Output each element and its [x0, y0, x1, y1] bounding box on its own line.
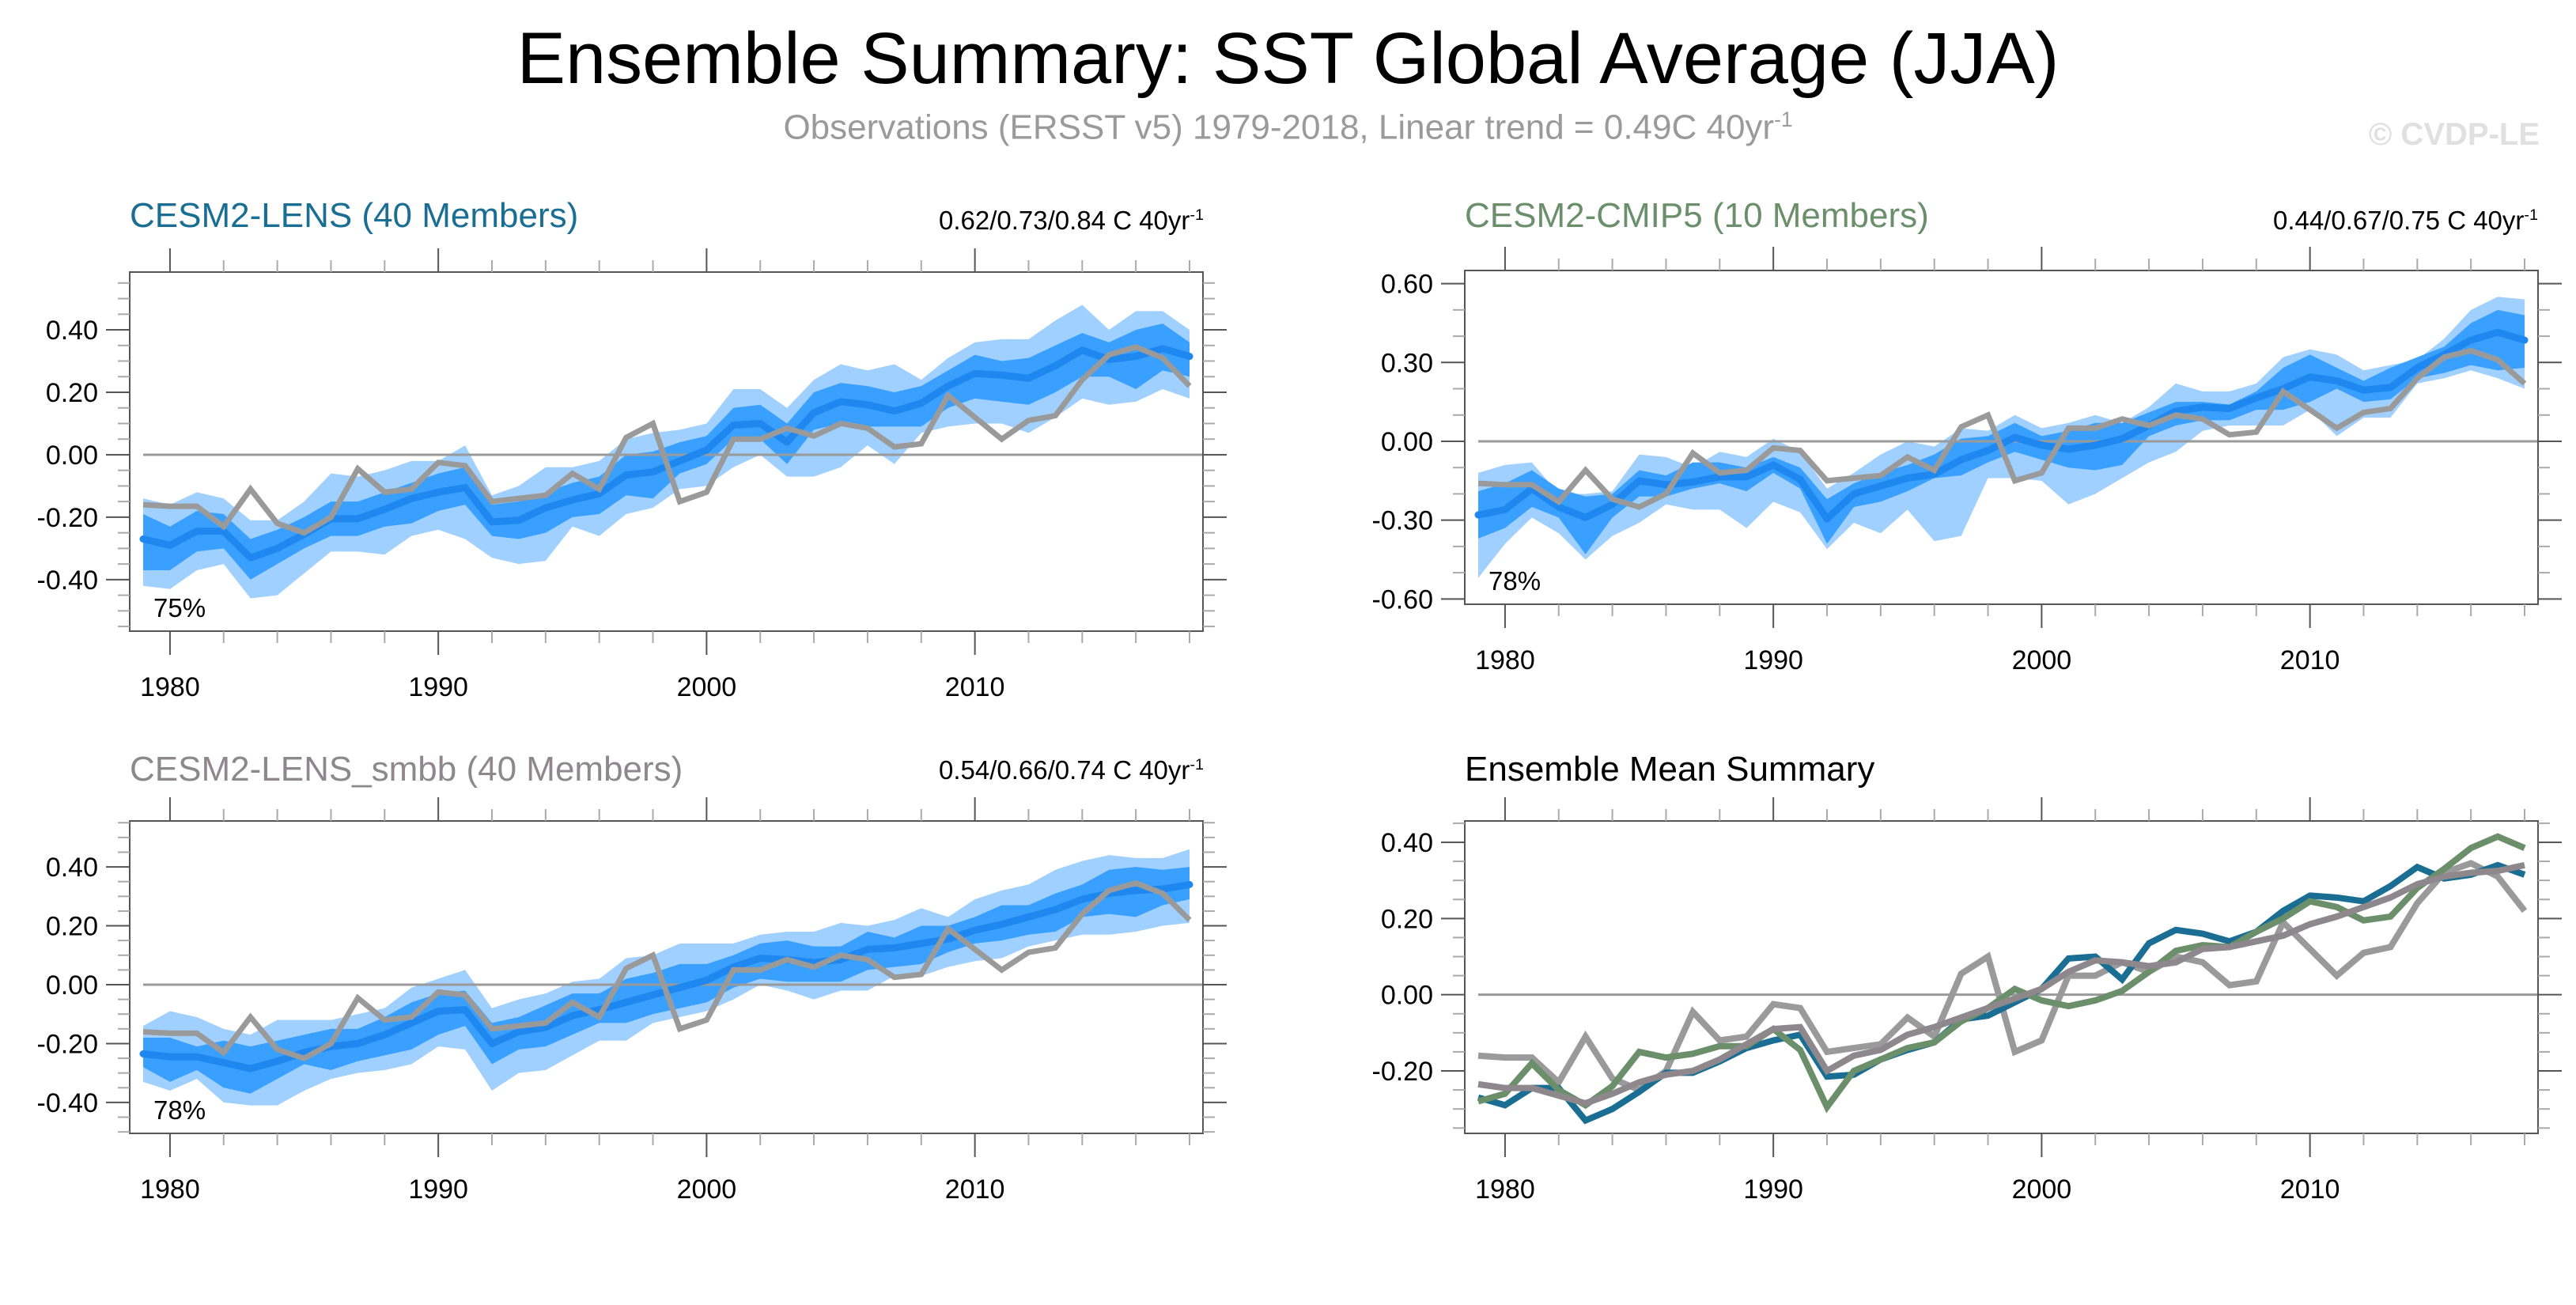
y-tick-label: -0.30: [1372, 506, 1434, 536]
y-tick-label: 0.40: [1381, 828, 1433, 858]
x-tick-label: 1990: [408, 672, 468, 702]
y-tick-label: 0.30: [1381, 348, 1433, 378]
y-tick-label: 0.00: [46, 441, 98, 471]
x-tick-label: 1980: [140, 672, 200, 702]
panel-title-lens: CESM2-LENS (40 Members): [130, 196, 579, 235]
series-line-cesm2-cmip5: [1477, 833, 2526, 1114]
panel-title-summary: Ensemble Mean Summary: [1465, 750, 1875, 789]
x-tick-label: 1980: [1475, 1174, 1535, 1205]
trend-label-lens: 0.62/0.73/0.84 C 40yr-1: [939, 206, 1204, 236]
subtitle-text: Observations (ERSST v5) 1979-2018, Linea…: [783, 108, 1775, 147]
observations-line: [142, 344, 1192, 536]
x-tick-label: 1980: [1475, 645, 1535, 675]
band-25-75: [1478, 309, 2525, 554]
x-tick-label: 2010: [945, 1174, 1005, 1205]
series-line-cesm2-lens: [1477, 861, 2526, 1125]
trend-superscript: -1: [2524, 206, 2538, 224]
chart-panel-lens: 75% -0.40 -0.20 0.00 0.20 0.40 1980 1990 2000 201…: [37, 248, 1227, 702]
y-tick-label: 0.20: [46, 912, 98, 942]
subtitle: Observations (ERSST v5) 1979-2018, Linea…: [0, 108, 2576, 148]
trend-text: 0.44/0.67/0.75 C 40yr: [2273, 206, 2525, 235]
x-tick-label: 1990: [1743, 645, 1803, 675]
y-tick-label: -0.20: [37, 503, 99, 533]
band-25-75: [143, 323, 1190, 580]
y-tick-label: 0.20: [46, 378, 98, 408]
x-tick-label: 2000: [2012, 1174, 2072, 1205]
y-tick-label: 0.20: [1381, 904, 1433, 934]
x-tick-label: 1980: [140, 1174, 200, 1205]
y-tick-label: -0.40: [37, 1088, 99, 1118]
y-tick-label: -0.60: [1372, 584, 1434, 615]
trend-text: 0.62/0.73/0.84 C 40yr: [939, 206, 1190, 235]
chart-panel-summary: -0.20 0.00 0.20 0.40 1980 1990 2000 2010: [1372, 797, 2562, 1205]
y-tick-label: 0.00: [1381, 981, 1433, 1011]
y-tick-label: -0.20: [37, 1029, 99, 1059]
chart-panel-cmip5: 78% -0.60 -0.30 0.00 0.30 0.60 1980 1990 2000 201…: [1372, 247, 2562, 675]
trend-text: 0.54/0.66/0.74 C 40yr: [939, 755, 1190, 785]
percent-label: 78%: [153, 1095, 206, 1125]
subtitle-superscript: -1: [1774, 108, 1793, 131]
percent-label: 78%: [1488, 566, 1541, 596]
x-tick-label: 2010: [2280, 645, 2340, 675]
y-tick-label: 0.00: [46, 970, 98, 1000]
panel-title-smbb: CESM2-LENS_smbb (40 Members): [130, 750, 683, 789]
plot-frame: [1464, 270, 2539, 605]
y-tick-label: -0.20: [1372, 1057, 1434, 1087]
x-tick-label: 2000: [677, 1174, 737, 1205]
plot-frame: [129, 271, 1204, 632]
series-line-cesm2-lens_smbb: [1477, 861, 2525, 1107]
observations-line: [142, 879, 1192, 1061]
y-tick-label: 0.00: [1381, 427, 1433, 457]
plot-frame: [129, 820, 1204, 1134]
x-tick-label: 2010: [945, 672, 1005, 702]
trend-superscript: -1: [1190, 756, 1204, 774]
x-tick-label: 2000: [2012, 645, 2072, 675]
x-tick-label: 2000: [677, 672, 737, 702]
y-tick-label: -0.40: [37, 566, 99, 596]
x-tick-label: 1990: [408, 1174, 468, 1205]
y-tick-label: 0.60: [1381, 270, 1433, 300]
y-tick-label: 0.40: [46, 853, 98, 883]
trend-label-cmip5: 0.44/0.67/0.75 C 40yr-1: [2273, 206, 2538, 236]
percent-label: 75%: [153, 593, 206, 622]
watermark: © CVDP-LE: [2368, 117, 2540, 152]
observations-line: [1477, 347, 2527, 510]
trend-label-smbb: 0.54/0.66/0.74 C 40yr-1: [939, 755, 1204, 785]
x-tick-label: 1990: [1743, 1174, 1803, 1205]
band-25-75: [143, 867, 1190, 1094]
x-tick-label: 2010: [2280, 1174, 2340, 1205]
trend-superscript: -1: [1190, 206, 1204, 224]
y-tick-label: 0.40: [46, 316, 98, 346]
main-title: Ensemble Summary: SST Global Average (JJ…: [516, 18, 2060, 99]
panel-title-cmip5: CESM2-CMIP5 (10 Members): [1465, 196, 1929, 235]
chart-panel-smbb: 78% -0.40 -0.20 0.00 0.20 0.40 1980 1990 2000 201…: [37, 797, 1227, 1205]
plot-frame: [1464, 820, 2539, 1134]
